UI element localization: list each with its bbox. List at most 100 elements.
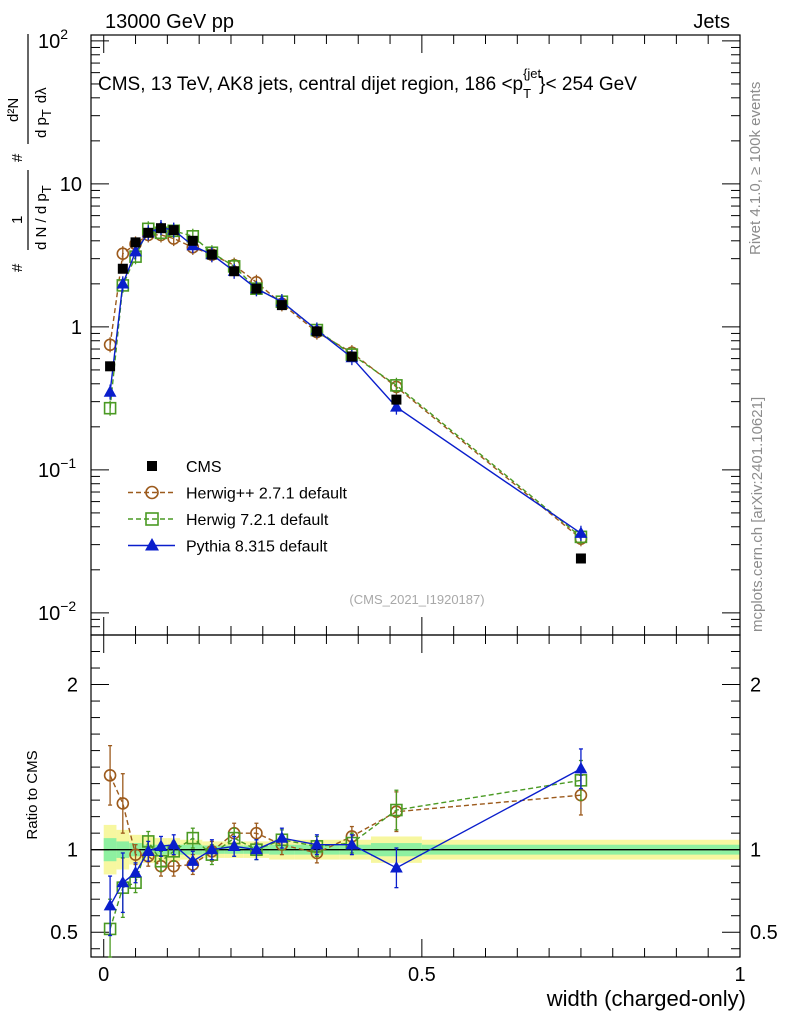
main-point <box>105 361 116 372</box>
legend-label: CMS <box>186 459 222 476</box>
main-point <box>390 379 403 392</box>
ylabel-den-1-text: d N / d p <box>33 193 50 250</box>
legend: CMS Herwig++ 2.7.1 default Herwig 7.2.1 de… <box>128 459 348 556</box>
ratio-series-line <box>109 775 581 867</box>
ylabel-den-2-sub: T <box>39 109 54 117</box>
main-point <box>143 227 154 238</box>
main-ylabel: # 1 d N / d pT # d²N d pTdλ <box>5 34 54 272</box>
ratio-point <box>167 837 181 850</box>
main-point <box>103 385 117 397</box>
legend-entry: Herwig 7.2.1 default <box>128 512 329 529</box>
ratio-point <box>250 842 263 855</box>
ratio-ytick-label-right: 0.5 <box>750 922 778 944</box>
ratio-point <box>103 898 117 911</box>
ratio-frame <box>90 634 741 958</box>
analysis-watermark: (CMS_2021_I1920187) <box>349 592 484 607</box>
main-point <box>206 249 217 260</box>
ylabel-num-2: d²N <box>5 98 22 122</box>
ratio-point <box>129 848 142 861</box>
ratio-series-line <box>109 768 582 907</box>
main-point <box>311 326 322 337</box>
ratio-axis-ticks: 2 21 10.5 0.50 0.5 1 <box>50 635 778 986</box>
main-point <box>276 300 287 311</box>
main-ytick-label: 102 <box>38 26 68 53</box>
ylabel-hash-1: # <box>9 263 26 272</box>
x-axis-label: width (charged-only) <box>546 986 746 1011</box>
main-point <box>130 237 141 248</box>
main-ytick-label: 1 <box>71 317 82 339</box>
main-point <box>390 400 403 412</box>
main-point <box>155 223 166 234</box>
ratio-point <box>116 875 130 888</box>
ylabel-den-2: d pTdλ <box>33 87 54 138</box>
x-tick-label: 0.5 <box>408 964 436 986</box>
main-point <box>251 283 262 294</box>
ratio-point <box>345 837 359 850</box>
ratio-point <box>250 826 263 840</box>
main-point <box>391 394 402 405</box>
legend-marker <box>145 538 159 551</box>
ratio-point <box>186 854 200 866</box>
legend-entry: Pythia 8.315 default <box>128 538 328 556</box>
ylabel-den-2-text: d p <box>33 117 50 138</box>
main-point <box>574 526 588 538</box>
ratio-point <box>310 837 324 850</box>
ratio-ytick-label-left: 1 <box>67 840 78 862</box>
main-point <box>346 351 357 362</box>
ratio-point <box>227 839 241 851</box>
ratio-point <box>275 831 289 843</box>
main-point <box>168 225 179 236</box>
ratio-point <box>129 865 142 878</box>
ytick-base: 10 <box>38 31 60 53</box>
ylabel-den-1: d N / d pT <box>33 185 54 250</box>
ratio-point <box>205 842 219 855</box>
x-tick-label: 0 <box>98 964 109 986</box>
ratio-point <box>186 831 200 845</box>
ytick-base: 10 <box>60 174 82 196</box>
chart-title: CMS, 13 TeV, AK8 jets, central dijet reg… <box>98 66 637 101</box>
legend-label: Herwig 7.2.1 default <box>186 512 329 529</box>
header-category: Jets <box>693 11 730 33</box>
title-suffix: }< 254 GeV <box>539 74 637 95</box>
main-ytick-label: 10−1 <box>38 455 76 482</box>
ratio-ylabel: Ratio to CMS <box>24 750 41 839</box>
ytick-exponent: −2 <box>60 598 76 614</box>
main-point <box>187 235 198 246</box>
ratio-series-pythia-8-315-default <box>103 748 588 937</box>
ratio-ytick-label-left: 2 <box>67 675 78 697</box>
ytick-base: 10 <box>38 460 60 482</box>
ytick-exponent: 2 <box>60 26 68 42</box>
main-point <box>116 247 130 260</box>
legend-entry: CMS <box>147 459 222 476</box>
side-rivet-label: Rivet 4.1.0, ≥ 100k events <box>747 82 764 255</box>
ratio-point <box>103 769 117 782</box>
ratio-ytick-label-left: 0.5 <box>50 922 78 944</box>
header-process: 13000 GeV pp <box>105 11 234 33</box>
main-point <box>117 263 128 274</box>
legend-entry: Herwig++ 2.7.1 default <box>128 486 348 503</box>
main-point <box>229 266 240 277</box>
main-series-layer <box>103 219 588 564</box>
legend-marker <box>145 512 159 526</box>
legend-marker <box>147 461 157 471</box>
main-point <box>103 401 117 415</box>
ytick-base: 1 <box>71 317 82 339</box>
title-sup: {jet <box>523 66 541 81</box>
ratio-point <box>390 861 403 873</box>
ylabel-den-1-sub: T <box>39 185 54 193</box>
main-series-cms <box>105 223 586 564</box>
title-sub: T <box>523 86 531 101</box>
main-ytick-label: 10 <box>60 174 82 196</box>
main-point <box>116 277 130 289</box>
ytick-base: 10 <box>38 603 60 625</box>
x-tick-label: 1 <box>734 964 745 986</box>
ratio-ytick-label-right: 1 <box>750 840 761 862</box>
ratio-point <box>574 761 588 774</box>
legend-marker <box>145 485 159 500</box>
ratio-point <box>390 803 403 817</box>
ratio-series-layer <box>103 744 588 958</box>
title-prefix: CMS, 13 TeV, AK8 jets, central dijet reg… <box>98 74 523 95</box>
